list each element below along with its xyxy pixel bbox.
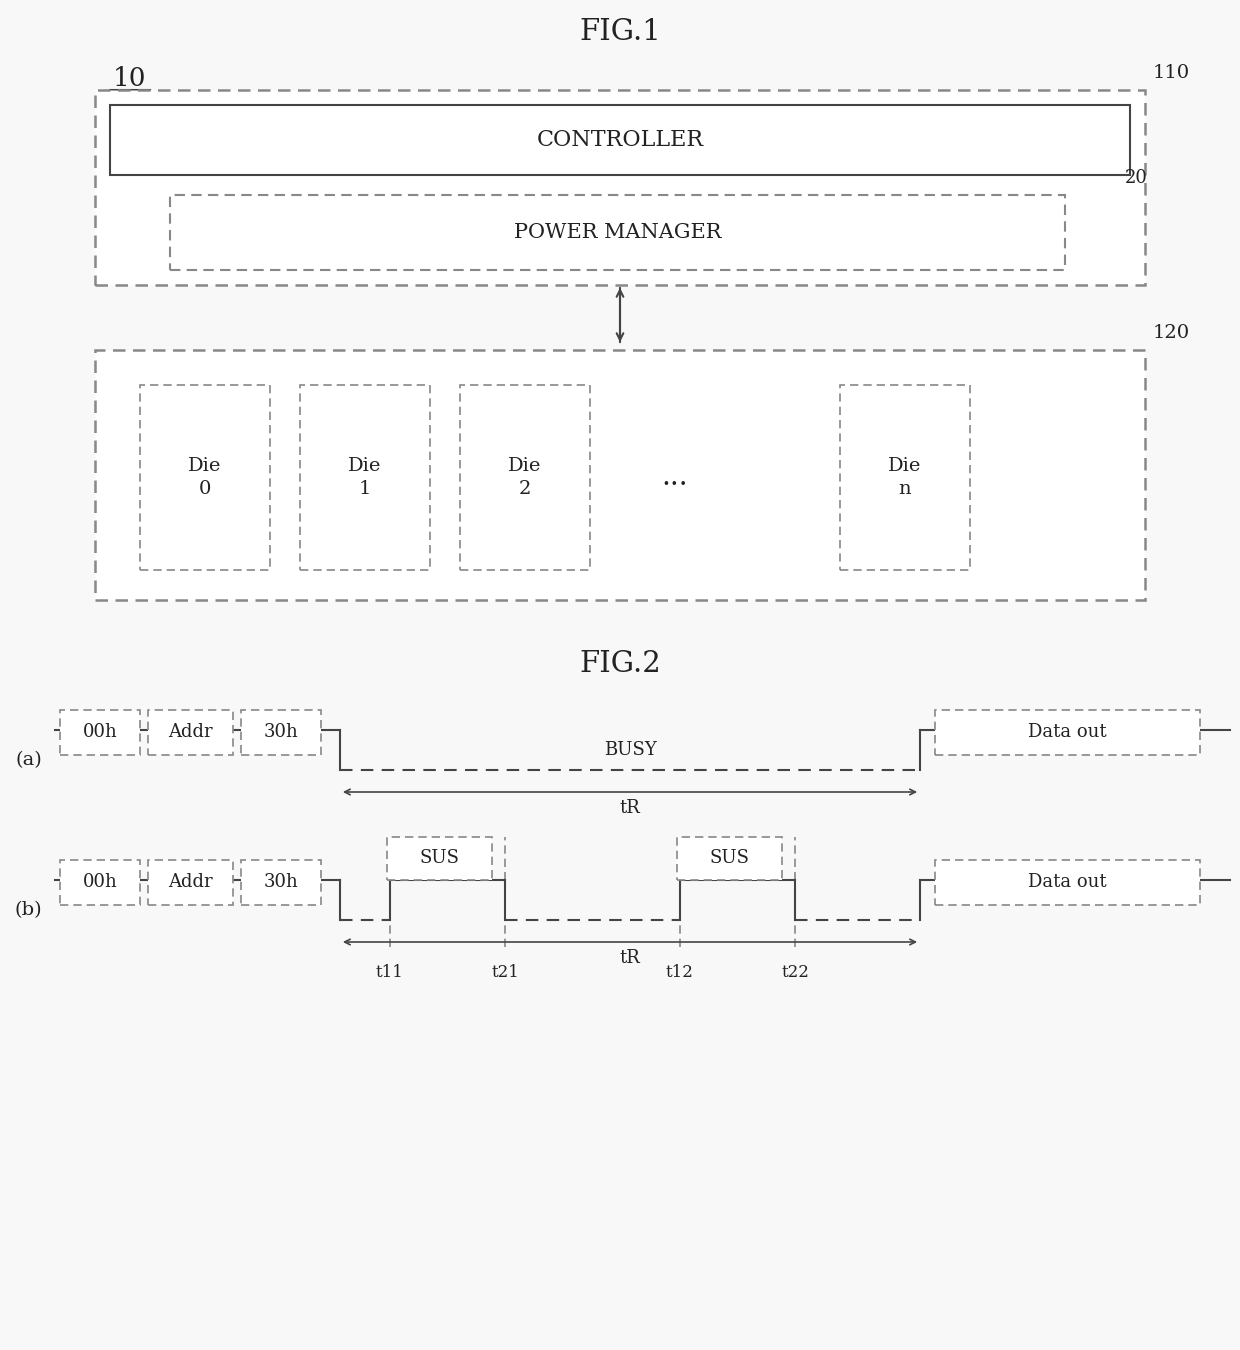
Text: 00h: 00h [83, 873, 118, 891]
Bar [148, 860, 233, 905]
Bar [241, 860, 321, 905]
Text: Die
n: Die n [888, 456, 921, 498]
Bar [677, 837, 782, 880]
Text: 110: 110 [1153, 63, 1190, 82]
Text: Die
2: Die 2 [508, 456, 542, 498]
Text: Data out: Data out [1028, 724, 1106, 741]
Text: Die
1: Die 1 [348, 456, 382, 498]
Bar [140, 385, 270, 570]
Bar [148, 710, 233, 755]
Text: t21: t21 [491, 964, 518, 981]
Bar [460, 385, 590, 570]
Text: BUSY: BUSY [604, 741, 656, 759]
Text: Addr: Addr [169, 724, 213, 741]
Bar [170, 194, 1065, 270]
Text: tR: tR [620, 799, 640, 817]
Text: FIG.1: FIG.1 [579, 18, 661, 46]
Text: 30h: 30h [264, 724, 299, 741]
Text: tR: tR [620, 949, 640, 967]
Bar [935, 860, 1200, 905]
Bar [241, 710, 321, 755]
Bar [110, 105, 1130, 176]
Text: t11: t11 [376, 964, 404, 981]
Text: 120: 120 [1153, 324, 1190, 342]
Bar [95, 90, 1145, 285]
Bar [60, 710, 140, 755]
Text: 00h: 00h [83, 724, 118, 741]
Bar [935, 710, 1200, 755]
Text: SUS: SUS [419, 849, 460, 867]
Text: FIG.2: FIG.2 [579, 649, 661, 678]
Text: SUS: SUS [709, 849, 749, 867]
Text: Die
0: Die 0 [188, 456, 222, 498]
Text: ...: ... [662, 464, 688, 491]
Bar [839, 385, 970, 570]
Text: t22: t22 [781, 964, 808, 981]
Text: 30h: 30h [264, 873, 299, 891]
Bar [60, 860, 140, 905]
Text: Data out: Data out [1028, 873, 1106, 891]
Text: 10: 10 [113, 66, 146, 90]
Text: Addr: Addr [169, 873, 213, 891]
Bar [300, 385, 430, 570]
Text: POWER MANAGER: POWER MANAGER [513, 223, 722, 242]
Text: (b): (b) [15, 900, 42, 919]
Text: t12: t12 [666, 964, 694, 981]
Bar [95, 350, 1145, 599]
Text: 20: 20 [1125, 169, 1148, 188]
Text: (a): (a) [15, 751, 42, 769]
Bar [387, 837, 492, 880]
Text: CONTROLLER: CONTROLLER [537, 130, 703, 151]
